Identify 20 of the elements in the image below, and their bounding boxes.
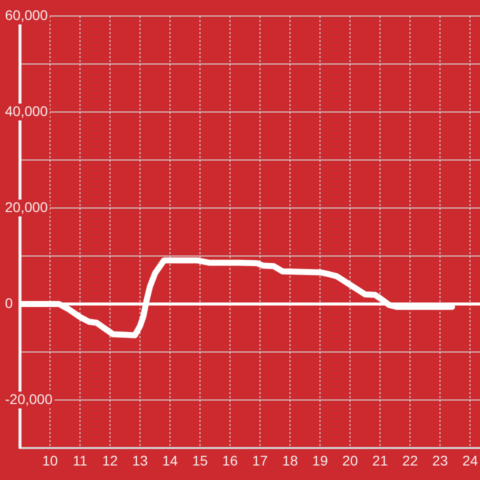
x-tick-label: 22 (402, 452, 418, 468)
x-tick-label: 11 (72, 452, 88, 468)
y-tick-label: 40,000 (5, 102, 48, 119)
x-tick-label: 15 (192, 452, 208, 468)
x-tick-label: 10 (42, 452, 58, 468)
x-tick-label: 20 (342, 452, 358, 468)
y-tick-label: -20,000 (5, 390, 53, 407)
y-tick-label: 20,000 (5, 198, 48, 215)
x-tick-label: 14 (162, 452, 178, 468)
x-tick-label: 19 (312, 452, 328, 468)
x-tick-label: 18 (282, 452, 298, 468)
x-tick-label: 17 (252, 452, 268, 468)
x-tick-label: 16 (222, 452, 238, 468)
y-tick-label: 60,000 (5, 6, 48, 23)
x-tick-label: 23 (432, 452, 448, 468)
x-tick-label: 12 (102, 452, 118, 468)
x-tick-label: 13 (132, 452, 148, 468)
x-tick-label: 21 (372, 452, 388, 468)
y-tick-label: 0 (5, 294, 13, 311)
x-tick-label: 24 (462, 452, 478, 468)
